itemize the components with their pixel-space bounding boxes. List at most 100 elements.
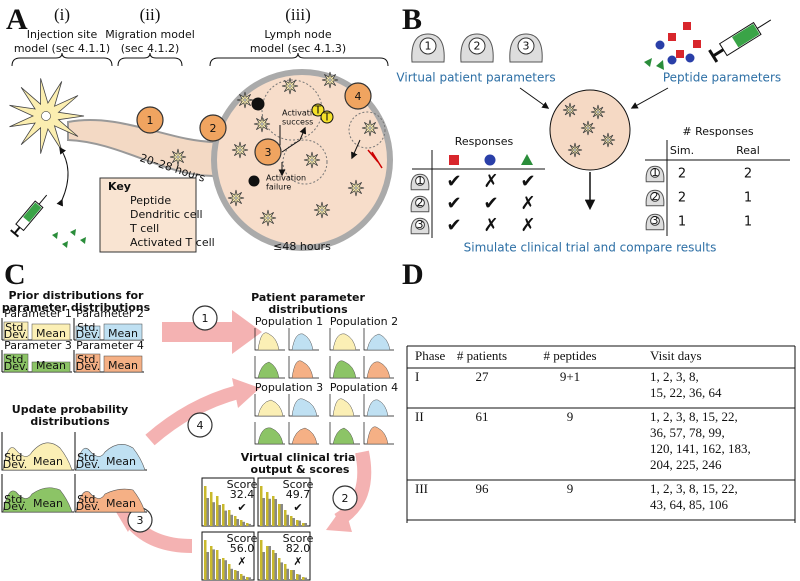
count-cell: 2 <box>744 167 752 182</box>
syringe-part <box>756 19 772 29</box>
histogram-bar <box>230 568 233 580</box>
phase-cell: II <box>415 409 424 424</box>
peptides-part <box>644 58 652 67</box>
duration: ≤48 hours <box>273 240 331 253</box>
patient-number: 1 <box>652 166 659 179</box>
score-value: 32.4 <box>230 488 255 501</box>
arrow <box>519 87 550 109</box>
histogram-bar <box>278 504 281 526</box>
visit-days-cell: 1, 2, 3, 8, 15, 22, <box>650 481 738 496</box>
histogram-bar <box>236 571 239 580</box>
population-label: Population 1 <box>255 315 323 328</box>
dendritic-cell-nucleus <box>606 138 610 142</box>
score-label: Score <box>283 478 314 491</box>
visit-days-cell: 204, 225, 246 <box>650 457 722 472</box>
peptide <box>80 237 86 244</box>
visit-days-cell: 1, 2, 3, 8, <box>650 369 699 384</box>
distribution <box>257 332 280 351</box>
panel-c-part: Population 1 Population 2 Population 3 Popu… <box>254 315 398 445</box>
syringe-part <box>23 202 42 223</box>
patient-number: 2 <box>417 196 424 209</box>
mean-box <box>31 323 71 341</box>
histogram-bar <box>304 523 307 526</box>
dendritic-cell-nucleus <box>234 196 238 200</box>
histogram-bar <box>224 560 227 580</box>
histogram-bar <box>290 516 293 526</box>
histogram-bar <box>222 504 225 526</box>
key-item: T cell <box>129 222 159 235</box>
arrow <box>281 126 307 153</box>
patients-cell: 96 <box>476 481 490 496</box>
std-dev-label: Std. <box>77 321 99 334</box>
patient-number: 3 <box>523 40 530 53</box>
step-number: 1 <box>202 312 209 325</box>
score-mark: ✔ <box>237 501 246 514</box>
stage-title: model (sec 4.1.1) <box>14 42 110 55</box>
dendritic-cell-nucleus <box>176 155 180 159</box>
visit-days-cell: 43, 64, 85, 106 <box>650 497 729 512</box>
response-mark: ✗ <box>520 193 535 214</box>
score-mark: ✗ <box>237 555 246 568</box>
histogram-bar <box>266 546 269 580</box>
histogram-bar <box>280 562 283 580</box>
brace <box>209 52 389 67</box>
step-number: 4 <box>197 419 204 432</box>
column-header: Real <box>736 144 760 157</box>
peptides-cell: 9+1 <box>560 369 580 384</box>
caption: Virtual patient parameters <box>396 71 555 85</box>
histogram-bar <box>206 552 209 580</box>
dendritic-cell-nucleus <box>260 122 264 126</box>
std-dev-label: Std. <box>5 321 27 334</box>
histogram-bar <box>204 540 207 580</box>
failure-mark <box>367 149 383 169</box>
parameter-label: Parameter 1 <box>4 307 72 320</box>
panel-b-part: 1 ✔ ✗ ✔2 ✔ ✔ ✗3 ✔ ✗ ✗1 2 22 2 13 1 1 <box>410 165 752 236</box>
step-number: 3 <box>265 146 272 159</box>
dendritic-cell-nucleus <box>586 126 590 130</box>
distribution <box>75 444 146 471</box>
histogram-bar <box>228 510 231 526</box>
population-label: Population 4 <box>330 381 398 394</box>
std-dev-label: Dev. <box>76 458 100 471</box>
histogram-bar <box>246 577 249 580</box>
histogram-bar <box>272 550 275 580</box>
parameter-label: Parameter 2 <box>76 307 144 320</box>
histogram-bar <box>298 574 301 580</box>
std-dev-label: Dev. <box>76 360 100 373</box>
stage-title: Injection site <box>27 28 98 41</box>
distribution <box>257 399 284 417</box>
count-cell: 1 <box>744 191 752 206</box>
panel-b-part: 1 2 3 <box>411 33 543 63</box>
caption: Simulate clinical trial and compare resu… <box>464 241 717 255</box>
distribution <box>291 360 314 379</box>
mean-box <box>31 361 71 373</box>
phase-cell: III <box>415 481 428 496</box>
peptides-part <box>676 50 684 58</box>
histogram-bar <box>218 559 221 580</box>
stage-numeral: (i) <box>54 5 70 24</box>
step-number: 2 <box>342 492 349 505</box>
column-header: # patients <box>457 348 507 363</box>
count-cell: 2 <box>678 191 686 206</box>
histogram-bar <box>260 540 263 580</box>
column-header: Sim. <box>670 144 694 157</box>
mean-label: Mean <box>108 359 138 372</box>
score-label: Score <box>227 532 258 545</box>
patient-badge <box>415 198 425 208</box>
histogram-bar <box>230 514 233 526</box>
response-mark: ✗ <box>483 215 498 236</box>
panel-letter: D <box>402 258 424 291</box>
step-number: 3 <box>137 514 144 527</box>
panel-d-part: Phase # patients # peptides Visit days I 27 9+… <box>406 345 796 523</box>
dendritic-cell-nucleus <box>568 108 572 112</box>
patient-number: 3 <box>652 214 659 227</box>
histogram-bar <box>204 486 207 526</box>
std-dev-box <box>3 353 29 373</box>
parameter-label: Parameter 3 <box>4 339 72 352</box>
distribution <box>366 399 389 417</box>
syringe-part <box>38 194 48 205</box>
std-dev-label: Dev. <box>4 360 28 373</box>
distribution <box>291 333 314 351</box>
histogram-bar <box>302 577 305 580</box>
histogram-bar <box>236 519 239 526</box>
